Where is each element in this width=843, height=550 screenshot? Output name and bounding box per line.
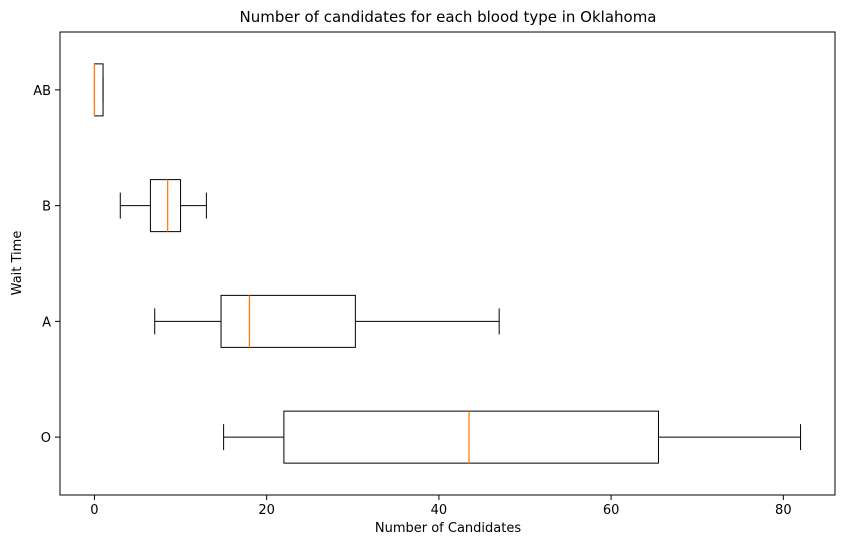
box-b [149,179,182,233]
x-tick-label-60: 60 [603,503,620,518]
y-tick-label-b: B [42,200,51,215]
y-tick-label-a: A [42,315,51,330]
box-group-b [119,179,207,233]
x-tick-label-80: 80 [775,503,792,518]
box-o [283,410,659,464]
x-tick-label-20: 20 [258,503,275,518]
box-group-ab [93,63,104,117]
x-tick-label-0: 0 [90,503,98,518]
boxes-layer [93,63,802,464]
box-group-a [154,294,500,348]
chart-title: Number of candidates for each blood type… [239,8,656,26]
box-a [220,294,356,348]
x-axis: 0 20 40 60 80 [90,495,792,518]
x-tick-label-40: 40 [431,503,448,518]
box-group-o [223,410,802,464]
x-axis-label: Number of Candidates [375,521,521,536]
y-axis-label: Wait Time [10,231,25,296]
y-tick-label-ab: AB [33,84,51,99]
y-tick-label-o: O [41,431,51,446]
plot-area-frame [59,31,836,496]
box-ab [93,63,104,117]
